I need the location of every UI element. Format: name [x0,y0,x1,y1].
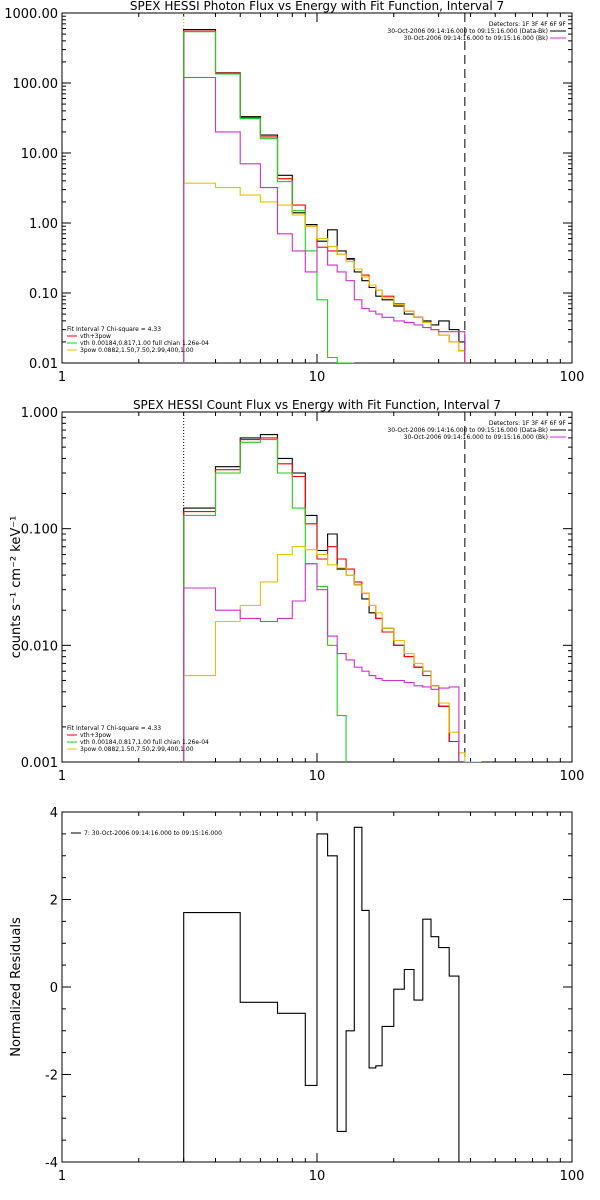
legend-header: Fit Interval 7 Chi-square = 4.33 [67,326,161,333]
legend-header: Detectors: 1F 3F 4F 6F 9F [489,420,567,427]
series-line-3pow [183,546,482,762]
x-tick-label: 10 [309,1169,326,1184]
legend-entry: vth 0.00184,0.817,1.00 full chian 1.26e-… [80,340,209,347]
series-line-vth [183,439,347,762]
legend-entry: vth+3pow [80,333,111,340]
y-tick-label: -4 [45,1156,58,1171]
x-tick-label: 100 [560,1169,585,1184]
x-tick-label: 100 [560,370,585,385]
series-line-vth-3pow [183,437,460,762]
legend-entry: 3pow 0.0882,1.50,7.50,2.99,400,1.00 [80,347,194,354]
x-tick-label: 10 [309,769,326,784]
legend-entry: 3pow 0.0882,1.50,7.50,2.99,400,1.00 [80,746,194,753]
legend-entry: 7: 30-Oct-2006 09:14:16.000 to 09:15:16.… [84,830,222,837]
y-tick-label: 1.00 [29,217,58,232]
y-tick-label: 2 [50,894,58,909]
legend-entry: 30-Oct-2006 09:14:16.000 to 09:15:16.000… [404,35,548,42]
legend-entry: 30-Oct-2006 09:14:16.000 to 09:15:16.000… [387,28,548,35]
series-line-7 [183,826,460,1162]
y-tick-label: 0.100 [21,523,58,538]
chart-panel-2: SPEX HESSI Count Flux vs Energy with Fit… [9,398,584,784]
legend-header: Detectors: 1F 3F 4F 6F 9F [489,21,567,28]
chart-title: SPEX HESSI Count Flux vs Energy with Fit… [133,398,501,412]
y-tick-label: 0.10 [29,287,58,302]
x-tick-label: 1 [58,370,66,385]
y-tick-label: 1.000 [21,406,58,421]
y-tick-label: 0.01 [29,357,58,372]
y-axis-label: Normalized Residuals [9,917,24,1057]
x-tick-label: 1 [58,1169,66,1184]
series-line-bk [183,563,460,762]
series-line-3pow [183,182,466,363]
legend-entry: vth+3pow [80,732,111,739]
chart-panel-1: SPEX HESSI Photon Flux vs Energy with Fi… [4,0,584,385]
x-tick-label: 1 [58,769,66,784]
y-tick-label: 1000.00 [4,7,58,22]
legend-header: Fit Interval 7 Chi-square = 4.33 [67,725,161,732]
y-axis-label: counts s⁻¹ cm⁻² keV⁻¹ [9,516,24,659]
series-line-vth-3pow [183,30,466,363]
x-tick-label: 10 [309,370,326,385]
y-tick-label: 0 [50,981,58,996]
y-tick-label: 0.010 [21,639,58,654]
legend-entry: 30-Oct-2006 09:14:16.000 to 09:15:16.000… [387,427,548,434]
plot-frame [61,12,573,364]
series-line-data-bk [183,29,466,363]
chart-panel-3: Normalized Residuals 1 10 100 -4 -2 0 2 4 7: 30-O… [9,806,584,1184]
series-line-vth [183,31,355,363]
chart-title: SPEX HESSI Photon Flux vs Energy with Fi… [130,0,504,13]
y-tick-label: -2 [45,1069,58,1084]
y-tick-label: 10.00 [21,147,58,162]
series-line-bk [183,76,466,363]
y-tick-label: 100.00 [13,77,59,92]
y-tick-label: 4 [50,806,58,821]
y-tick-label: 0.001 [21,756,58,771]
legend-entry: vth 0.00184,0.817,1.00 full chian 1.26e-… [80,739,209,746]
x-tick-label: 100 [560,769,585,784]
legend-entry: 30-Oct-2006 09:14:16.000 to 09:15:16.000… [404,434,548,441]
series-line-data-bk [183,434,460,762]
